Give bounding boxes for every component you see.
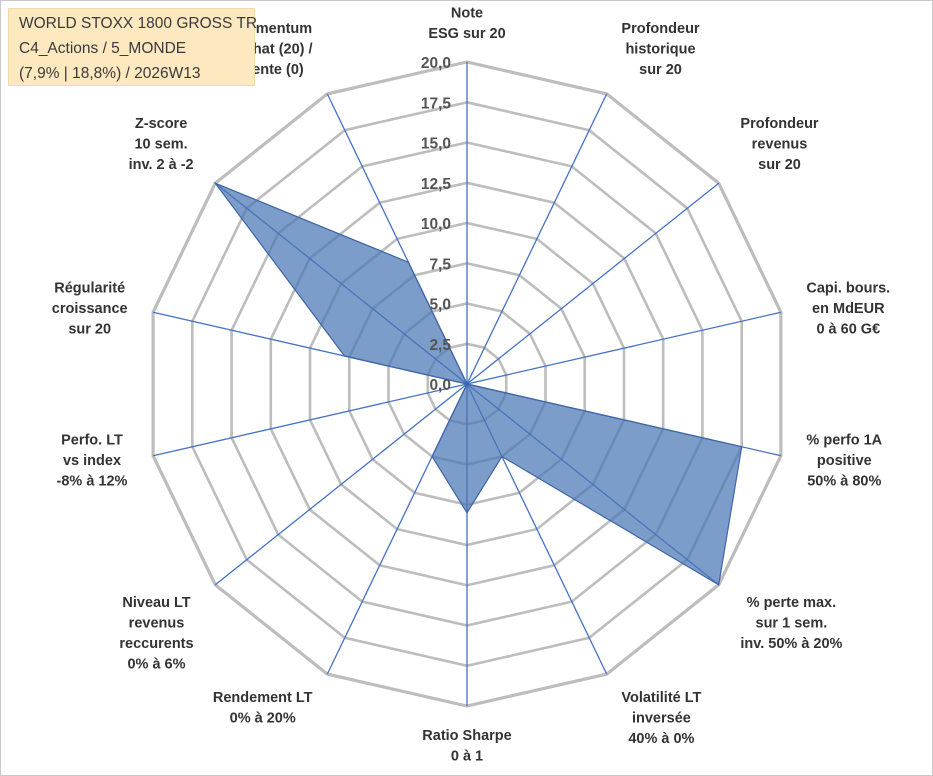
series-polygon <box>213 181 743 586</box>
title-line-index: WORLD STOXX 1800 GROSS TR <box>19 15 258 32</box>
tick-label: 15,0 <box>421 136 451 153</box>
axis-label-line: inversée <box>632 711 691 727</box>
axis-spoke <box>466 93 608 385</box>
axis-label-line: Volatilité LT <box>621 690 701 706</box>
axis-label-line: revenus <box>752 136 808 152</box>
axis-label-line: croissance <box>52 301 128 317</box>
title-line-stats: (7,9% | 18,8%) / 2026W13 <box>19 65 201 82</box>
axis-label-line: ESG sur 20 <box>428 26 505 42</box>
title-line-category: C4_Actions / 5_MONDE <box>19 40 187 57</box>
axis-label: % perfo 1A positive 50% à 80% <box>806 433 882 490</box>
axis-label: Régularité croissance sur 20 <box>52 280 128 337</box>
axis-labels: Note ESG sur 20 Profondeur historique sur 20… <box>52 6 890 765</box>
axis-label-line: Perfo. LT <box>61 433 123 449</box>
axis-label-line: Ratio Sharpe <box>422 728 511 744</box>
axis-label-line: 40% à 0% <box>628 731 694 747</box>
axis-label-line: sur 20 <box>639 62 682 78</box>
series-area <box>213 181 743 586</box>
axis-spoke <box>466 182 720 385</box>
axis-label-line: 0% à 20% <box>230 711 296 727</box>
axis-label-line: Régularité <box>54 280 125 296</box>
axis-label-line: sur 1 sem. <box>756 616 828 632</box>
axis-label-line: Profondeur <box>621 21 699 37</box>
axis-label-line: Profondeur <box>740 116 818 132</box>
axis-label-line: Vente (0) <box>243 62 304 78</box>
tick-labels: 0,0 2,5 5,0 7,5 10,0 12,5 15,0 17,5 20,0 <box>421 55 452 394</box>
axis-label-line: % perte max. <box>747 595 836 611</box>
axis-label-line: 10 sem. <box>134 136 187 152</box>
axis-label: Profondeur revenus sur 20 <box>740 116 818 173</box>
axis-label-line: 50% à 80% <box>807 474 881 490</box>
axis-label-line: -8% à 12% <box>57 474 128 490</box>
axis-label-line: revenus <box>129 616 185 632</box>
axis-spoke <box>466 311 782 385</box>
axis-label-line: 0 à 1 <box>451 749 483 765</box>
tick-label: 20,0 <box>421 55 451 72</box>
axis-label-line: vs index <box>63 453 121 469</box>
tick-label: 0,0 <box>429 377 451 394</box>
tick-label: 10,0 <box>421 216 451 233</box>
axis-label-line: 0% à 6% <box>127 657 185 673</box>
axis-label-line: positive <box>817 453 872 469</box>
axis-label: Ratio Sharpe 0 à 1 <box>422 728 511 765</box>
axis-label-line: 0 à 60 G€ <box>816 321 880 337</box>
axis-label-line: Note <box>451 6 483 22</box>
axis-label-line: sur 20 <box>758 157 801 173</box>
axis-label: Niveau LT revenus reccurents 0% à 6% <box>119 595 193 673</box>
axis-label-line: Niveau LT <box>122 595 190 611</box>
axis-spoke <box>214 383 468 586</box>
axis-label: Capi. bours. en MdEUR 0 à 60 G€ <box>806 280 890 337</box>
axis-label-line: inv. 50% à 20% <box>740 636 842 652</box>
axis-label-line: Z-score <box>135 116 187 132</box>
axis-label: % perte max. sur 1 sem. inv. 50% à 20% <box>740 595 842 652</box>
axis-label: Rendement LT 0% à 20% <box>213 690 313 727</box>
axis-label: Perfo. LT vs index -8% à 12% <box>57 433 128 490</box>
chart-title-box: WORLD STOXX 1800 GROSS TR C4_Actions / 5… <box>8 8 258 86</box>
axis-label-line: inv. 2 à -2 <box>129 157 194 173</box>
axis-label: Profondeur historique sur 20 <box>621 21 699 78</box>
axis-label: Z-score 10 sem. inv. 2 à -2 <box>129 116 194 173</box>
axis-label: Volatilité LT inversée 40% à 0% <box>621 690 701 747</box>
axis-label-line: historique <box>625 41 695 57</box>
axis-spoke <box>152 383 468 457</box>
tick-label: 17,5 <box>421 95 452 112</box>
tick-label: 12,5 <box>421 176 452 193</box>
axis-label-line: % perfo 1A <box>806 433 882 449</box>
axis-label: Note ESG sur 20 <box>428 6 505 43</box>
axis-label-line: en MdEUR <box>812 301 885 317</box>
axis-label-line: Capi. bours. <box>806 280 890 296</box>
axis-label-line: reccurents <box>119 636 193 652</box>
tick-label: 5,0 <box>429 297 451 314</box>
axis-label-line: sur 20 <box>68 321 111 337</box>
axis-label-line: Rendement LT <box>213 690 313 706</box>
tick-label: 7,5 <box>429 256 451 273</box>
tick-label: 2,5 <box>429 337 451 354</box>
